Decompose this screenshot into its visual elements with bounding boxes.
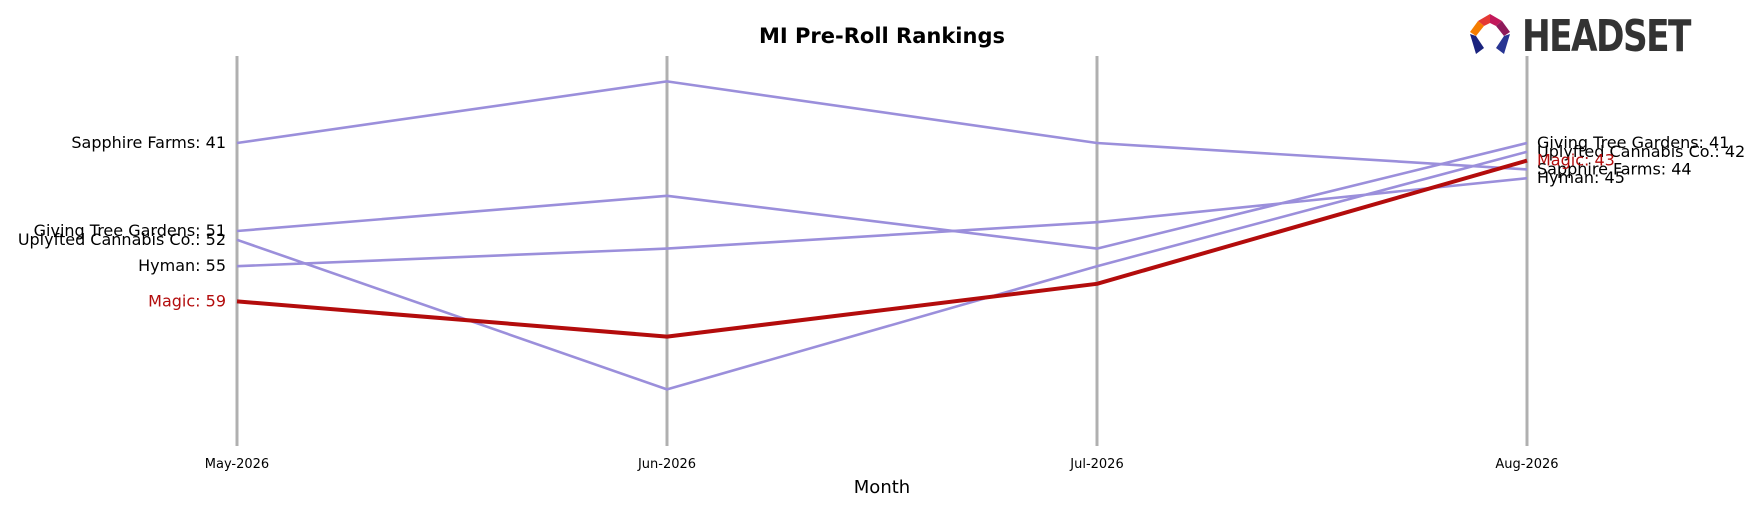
end-label-uplyfted-cannabis-co: Uplyfted Cannabis Co.: 42 (1537, 142, 1745, 161)
headset-logo-icon (1470, 14, 1510, 54)
series-line-magic (236, 158, 1528, 339)
series-line-giving-tree-gardens (236, 141, 1528, 250)
x-tick-label-jul-2026: Jul-2026 (1069, 457, 1123, 472)
x-tick-label-aug-2026: Aug-2026 (1495, 457, 1558, 472)
end-label-magic: Magic: 43 (1537, 151, 1615, 170)
series-line-sapphire-farms (236, 80, 1528, 171)
x-tick-label-jun-2026: Jun-2026 (637, 457, 696, 472)
x-axis-label: Month (854, 477, 910, 498)
series-line-hyman (236, 176, 1528, 268)
series-line-uplyfted-cannabis-co (236, 150, 1528, 391)
end-label-sapphire-farms: Sapphire Farms: 44 (1537, 159, 1692, 178)
logo-text: HEADSET (1522, 10, 1691, 62)
end-label-giving-tree-gardens: Giving Tree Gardens: 41 (1537, 133, 1729, 152)
x-tick-label-may-2026: May-2026 (205, 457, 269, 472)
start-label-sapphire-farms: Sapphire Farms: 41 (71, 133, 226, 152)
start-label-giving-tree-gardens: Giving Tree Gardens: 51 (34, 221, 226, 240)
headset-logo: HEADSET (1464, 10, 1737, 62)
start-label-magic: Magic: 59 (148, 291, 226, 310)
start-label-hyman: Hyman: 55 (138, 256, 226, 275)
start-label-uplyfted-cannabis-co: Uplyfted Cannabis Co.: 52 (18, 230, 226, 249)
end-label-hyman: Hyman: 45 (1537, 168, 1625, 187)
chart-title: MI Pre-Roll Rankings (759, 24, 1005, 48)
